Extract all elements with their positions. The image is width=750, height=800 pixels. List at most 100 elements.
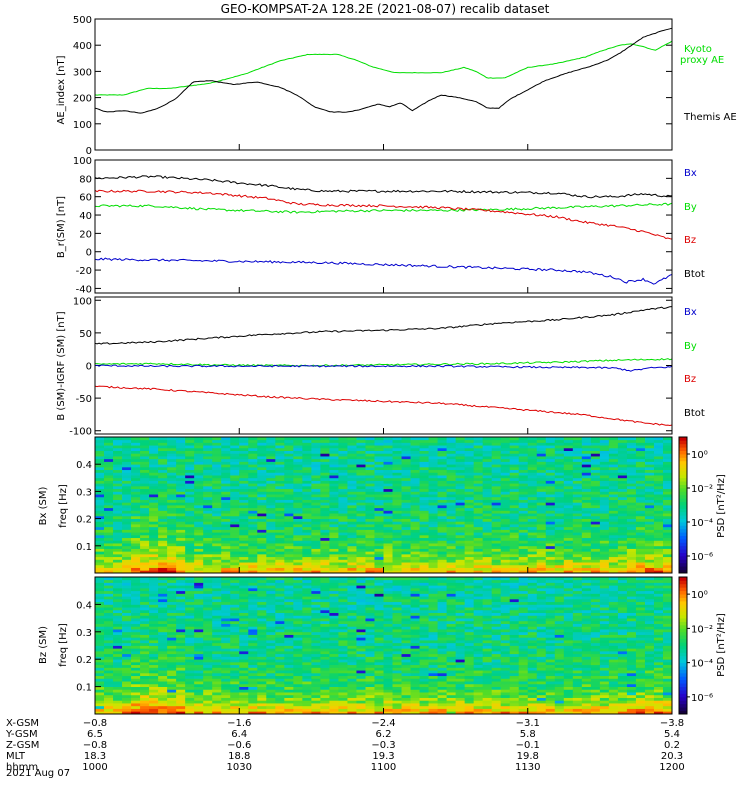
spectrogram-cell bbox=[275, 634, 285, 638]
spectrogram-cell bbox=[482, 491, 493, 495]
spectrogram-cell bbox=[104, 667, 114, 671]
spectrogram-cell bbox=[338, 585, 348, 589]
spectrogram-cell bbox=[230, 681, 240, 685]
spectrogram-cell bbox=[122, 648, 132, 652]
spectrogram-cell bbox=[257, 502, 267, 506]
spectrogram-cell bbox=[212, 585, 222, 589]
spectrogram-cell bbox=[293, 483, 303, 487]
spectrogram-cell bbox=[140, 629, 150, 633]
spectrogram-cell bbox=[365, 529, 375, 533]
spectrogram-cell bbox=[482, 553, 493, 558]
spectrogram-cell bbox=[293, 609, 303, 614]
spectrogram-cell bbox=[230, 559, 240, 563]
spectrogram-cell bbox=[653, 526, 664, 530]
spectrogram-cell bbox=[113, 567, 123, 571]
spectrogram-cell bbox=[320, 672, 330, 677]
spectrogram-cell bbox=[302, 475, 312, 479]
spectrogram-cell bbox=[410, 529, 420, 533]
spectrogram-cell bbox=[104, 461, 114, 465]
spectrogram-cell bbox=[95, 631, 105, 635]
spectrogram-cell bbox=[365, 537, 375, 541]
spectrogram-cell bbox=[536, 524, 547, 528]
spectrogram-cell bbox=[383, 686, 393, 690]
spectrogram-cell bbox=[167, 524, 177, 528]
spectrogram-cell bbox=[212, 629, 222, 633]
spectrogram-cell bbox=[122, 545, 132, 549]
spectrogram-cell bbox=[581, 502, 592, 506]
spectrogram-cell bbox=[185, 464, 195, 468]
spectrogram-cell bbox=[113, 672, 123, 677]
spectrogram-cell bbox=[293, 545, 303, 549]
spectrogram-cell bbox=[257, 553, 267, 558]
spectrogram-cell bbox=[500, 515, 511, 519]
spectrogram-cell bbox=[599, 453, 610, 457]
spectrogram-cell bbox=[95, 675, 105, 679]
spectrogram-cell bbox=[347, 461, 357, 465]
spectrogram-cell bbox=[365, 556, 375, 560]
spectrogram-cell bbox=[500, 496, 511, 500]
spectrogram-cell bbox=[167, 697, 177, 701]
spectrogram-cell bbox=[122, 672, 132, 677]
spectrogram-cell bbox=[248, 645, 258, 649]
spectrogram-cell bbox=[383, 672, 393, 677]
spectrogram-cell bbox=[122, 567, 132, 571]
spectrogram-cell bbox=[149, 439, 159, 443]
spectrogram-cell bbox=[95, 450, 105, 454]
spectrogram-cell bbox=[392, 456, 402, 460]
spectrogram-cell bbox=[95, 653, 105, 657]
spectrogram-cell bbox=[473, 543, 484, 547]
spectrogram-cell bbox=[302, 553, 312, 558]
spectrogram-cell bbox=[374, 590, 384, 594]
bx-spec-ylabel-comp: Bx (SM) bbox=[38, 487, 49, 526]
spectrogram-cell bbox=[158, 629, 168, 633]
spectrogram-cell bbox=[149, 579, 159, 583]
spectrogram-cell bbox=[590, 472, 601, 476]
spectrogram-cell bbox=[608, 532, 619, 536]
spectrogram-cell bbox=[122, 681, 132, 685]
spectrogram-cell bbox=[185, 524, 195, 528]
spectrogram-cell bbox=[437, 450, 448, 454]
spectrogram-cell bbox=[302, 577, 312, 581]
spectrogram-cell bbox=[545, 439, 556, 443]
spectrogram-cell bbox=[230, 551, 240, 555]
spectrogram-cell bbox=[122, 502, 132, 506]
spectrogram-cell bbox=[320, 593, 330, 597]
spectrogram-cell bbox=[365, 458, 375, 462]
spectrogram-cell bbox=[257, 505, 267, 509]
spectrogram-cell bbox=[446, 447, 457, 451]
spectrogram-cell bbox=[131, 518, 141, 522]
spectrogram-cell bbox=[212, 515, 222, 519]
spectrogram-cell bbox=[248, 579, 258, 583]
spectrogram-cell bbox=[347, 496, 357, 500]
spectrogram-cell bbox=[383, 532, 393, 536]
spectrogram-cell bbox=[653, 570, 664, 574]
spectrogram-cell bbox=[329, 532, 339, 536]
colorbar-segment bbox=[679, 525, 687, 530]
spectrogram-cell bbox=[608, 453, 619, 457]
spectrogram-cell bbox=[437, 472, 448, 476]
spectrogram-cell bbox=[338, 502, 348, 506]
spectrogram-cell bbox=[167, 450, 177, 454]
spectrogram-cell bbox=[203, 483, 213, 487]
spectrogram-cell bbox=[311, 672, 321, 677]
spectrogram-cell bbox=[572, 480, 583, 484]
spectrogram-cell bbox=[275, 461, 285, 465]
spectrogram-cell bbox=[104, 640, 114, 644]
spectrogram-cell bbox=[410, 475, 420, 479]
spectrogram-cell bbox=[194, 587, 204, 592]
spectrogram-cell bbox=[140, 556, 150, 560]
spectrogram-cell bbox=[401, 556, 411, 560]
spectrogram-cell bbox=[581, 491, 592, 495]
spectrogram-cell bbox=[590, 562, 601, 566]
spectrogram-cell bbox=[158, 515, 168, 519]
spectrogram-cell bbox=[527, 510, 538, 514]
spectrogram-cell bbox=[554, 545, 565, 549]
spectrogram-cell bbox=[266, 648, 276, 652]
spectrogram-cell bbox=[248, 499, 258, 503]
spectrogram-cell bbox=[518, 564, 529, 568]
ytick-label: 200 bbox=[73, 94, 92, 105]
spectrogram-cell bbox=[347, 543, 357, 547]
spectrogram-cell bbox=[284, 692, 294, 696]
spectrogram-cell bbox=[293, 708, 303, 712]
spectrogram-cell bbox=[347, 670, 357, 674]
